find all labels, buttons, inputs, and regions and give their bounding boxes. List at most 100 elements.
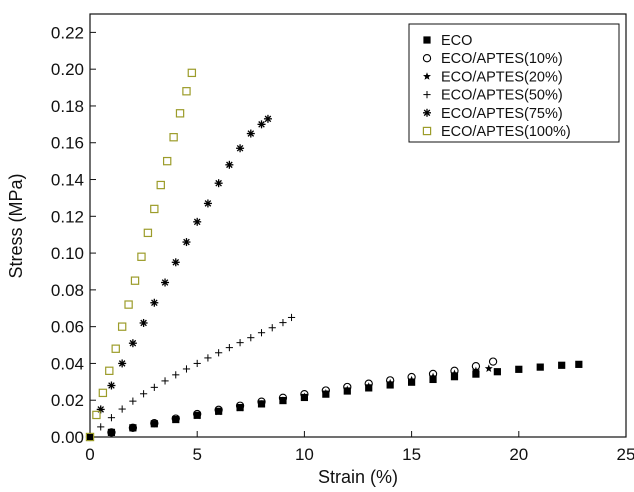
y-tick-label: 0.00: [51, 428, 84, 447]
data-point: [204, 354, 212, 362]
data-point: [215, 349, 223, 357]
data-point: [575, 360, 583, 368]
data-point: [488, 357, 498, 366]
series-1: [85, 357, 498, 442]
data-point: [129, 397, 137, 405]
data-point: [484, 364, 493, 372]
data-point: [287, 313, 296, 322]
series-2: [86, 364, 493, 441]
x-tick-label: 15: [402, 445, 421, 464]
data-point: [150, 419, 159, 428]
data-point: [169, 133, 178, 142]
legend-marker: [423, 108, 431, 117]
data-point: [193, 359, 201, 368]
data-point: [343, 385, 352, 394]
data-point: [150, 383, 158, 391]
data-point: [429, 372, 438, 381]
data-point: [263, 114, 272, 123]
data-point: [472, 370, 480, 378]
data-point: [257, 329, 266, 337]
data-point: [225, 344, 233, 352]
data-point: [300, 392, 309, 401]
y-tick-label: 0.08: [51, 281, 84, 300]
data-point: [187, 68, 197, 78]
data-point: [408, 378, 416, 386]
legend-marker: [423, 91, 431, 99]
data-point: [150, 204, 159, 214]
data-point: [236, 403, 245, 412]
series-5: [85, 68, 197, 442]
data-point: [92, 410, 101, 420]
data-point: [536, 363, 544, 371]
data-point: [107, 414, 116, 422]
data-point: [493, 368, 501, 376]
data-point: [471, 366, 480, 375]
data-point: [214, 179, 223, 188]
data-point: [257, 399, 266, 408]
legend-label: ECO/APTES(50%): [441, 88, 563, 104]
data-point: [118, 359, 127, 368]
y-tick-label: 0.10: [51, 244, 84, 263]
series-layer: [85, 68, 583, 442]
data-point: [364, 382, 373, 390]
x-axis: 0 5 10 15 20 25: [85, 431, 634, 464]
data-point: [107, 381, 116, 390]
data-point: [137, 252, 146, 261]
y-tick-label: 0.18: [51, 97, 84, 116]
data-point: [171, 415, 180, 424]
data-point: [86, 433, 94, 441]
data-point: [105, 366, 114, 375]
legend-label: ECO: [441, 33, 472, 49]
data-point: [175, 109, 185, 118]
data-point: [247, 334, 255, 342]
data-point: [321, 389, 330, 397]
data-point: [257, 120, 266, 129]
data-point: [236, 339, 244, 347]
x-tick-label: 25: [617, 445, 634, 464]
data-point: [386, 381, 394, 389]
data-point: [558, 361, 566, 369]
data-point: [236, 144, 245, 153]
data-point: [161, 278, 170, 287]
data-point: [407, 375, 416, 384]
series-0: [86, 360, 583, 441]
data-point: [139, 318, 148, 327]
data-point: [182, 87, 191, 96]
data-point: [193, 411, 202, 420]
legend-marker: [422, 54, 432, 63]
data-point: [124, 300, 133, 309]
data-point: [118, 405, 126, 413]
data-point: [143, 228, 153, 238]
data-point: [128, 423, 137, 432]
y-tick-label: 0.22: [51, 23, 84, 42]
data-point: [97, 423, 105, 431]
y-tick-label: 0.20: [51, 60, 84, 79]
x-tick-label: 5: [192, 445, 201, 464]
y-axis-title: Stress (MPa): [6, 173, 26, 278]
y-tick-label: 0.04: [51, 354, 84, 373]
x-axis-title: Strain (%): [318, 467, 398, 487]
data-point: [96, 405, 105, 414]
x-tick-label: 0: [85, 445, 94, 464]
data-point: [268, 324, 276, 332]
legend: ECO ECO/APTES(10%) ECO/APTES(20%) ECO/APTES…: [408, 23, 620, 143]
data-point: [429, 375, 437, 384]
legend-label: ECO/APTES(20%): [441, 69, 563, 85]
x-tick-label: 20: [509, 445, 528, 464]
legend-label: ECO/APTES(10%): [441, 51, 563, 67]
data-point: [140, 390, 148, 398]
data-point: [162, 156, 172, 166]
data-point: [246, 129, 255, 138]
x-tick-label: 10: [295, 445, 314, 464]
data-point: [150, 298, 159, 307]
plot-frame: [89, 13, 627, 438]
data-point: [182, 238, 191, 247]
data-point: [450, 373, 459, 381]
series-4: [86, 114, 272, 441]
y-tick-label: 0.16: [51, 134, 84, 153]
legend-box: [408, 23, 620, 143]
data-point: [130, 276, 140, 285]
data-point: [171, 258, 180, 267]
y-tick-label: 0.02: [51, 391, 84, 410]
